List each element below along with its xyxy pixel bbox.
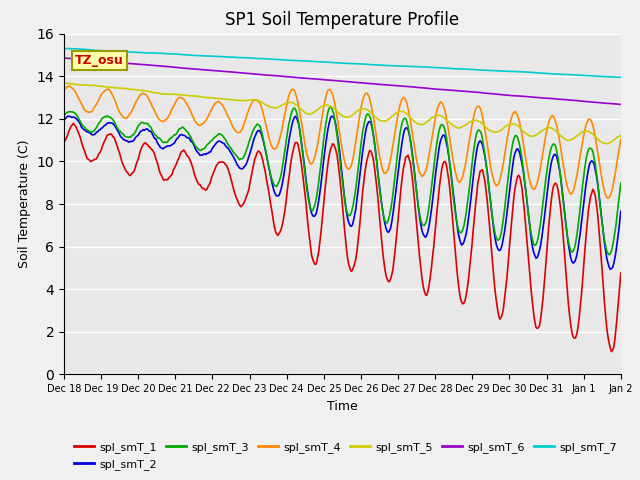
spl_smT_2 [470, 165, 478, 170]
spl_smT_5 [295, 104, 303, 110]
spl_smT_2 [399, 132, 407, 137]
Title: SP1 Soil Temperature Profile: SP1 Soil Temperature Profile [225, 11, 460, 29]
spl_smT_3 [567, 248, 575, 254]
spl_smT_3 [617, 180, 625, 186]
spl_smT_1 [373, 183, 381, 189]
spl_smT_3 [60, 112, 68, 118]
spl_smT_4 [399, 95, 407, 100]
spl_smT_1 [617, 270, 625, 276]
spl_smT_2 [234, 163, 242, 169]
spl_smT_1 [60, 139, 68, 145]
spl_smT_2 [617, 208, 625, 214]
spl_smT_7 [234, 55, 241, 60]
spl_smT_3 [234, 154, 241, 159]
spl_smT_1 [470, 216, 478, 221]
spl_smT_4 [65, 84, 72, 89]
spl_smT_6 [234, 70, 241, 75]
spl_smT_5 [234, 97, 241, 103]
spl_smT_7 [617, 74, 625, 80]
spl_smT_1 [567, 323, 575, 328]
spl_smT_2 [567, 255, 575, 261]
spl_smT_4 [234, 130, 242, 135]
Line: spl_smT_4: spl_smT_4 [64, 86, 621, 198]
spl_smT_2 [63, 113, 71, 119]
spl_smT_7 [566, 72, 573, 77]
X-axis label: Time: Time [327, 400, 358, 413]
spl_smT_2 [373, 158, 381, 164]
spl_smT_1 [296, 152, 304, 157]
spl_smT_1 [70, 120, 77, 126]
spl_smT_6 [399, 83, 406, 89]
spl_smT_3 [605, 252, 613, 258]
spl_smT_1 [607, 349, 615, 355]
spl_smT_4 [373, 136, 381, 142]
spl_smT_7 [372, 62, 380, 68]
spl_smT_6 [60, 55, 68, 61]
spl_smT_6 [566, 97, 573, 103]
spl_smT_7 [60, 46, 68, 51]
spl_smT_4 [604, 195, 612, 201]
Line: spl_smT_7: spl_smT_7 [64, 48, 621, 77]
spl_smT_3 [373, 160, 381, 166]
spl_smT_5 [372, 114, 380, 120]
spl_smT_4 [296, 110, 304, 116]
spl_smT_7 [469, 67, 477, 72]
Line: spl_smT_1: spl_smT_1 [64, 123, 621, 352]
spl_smT_2 [607, 266, 614, 272]
spl_smT_7 [295, 58, 303, 64]
spl_smT_4 [617, 137, 625, 143]
spl_smT_6 [372, 81, 380, 87]
Line: spl_smT_2: spl_smT_2 [64, 116, 621, 269]
spl_smT_4 [470, 111, 478, 117]
spl_smT_4 [567, 191, 575, 197]
spl_smT_5 [566, 137, 573, 143]
Y-axis label: Soil Temperature (C): Soil Temperature (C) [18, 140, 31, 268]
Line: spl_smT_6: spl_smT_6 [64, 58, 621, 105]
Line: spl_smT_3: spl_smT_3 [64, 107, 621, 255]
spl_smT_2 [60, 118, 68, 123]
spl_smT_5 [617, 132, 625, 138]
spl_smT_5 [469, 118, 477, 123]
Text: TZ_osu: TZ_osu [75, 54, 124, 67]
spl_smT_3 [399, 117, 407, 122]
spl_smT_7 [399, 63, 406, 69]
spl_smT_5 [603, 141, 611, 146]
spl_smT_6 [469, 89, 477, 95]
spl_smT_5 [399, 108, 406, 114]
spl_smT_5 [60, 80, 68, 86]
spl_smT_3 [470, 143, 478, 149]
spl_smT_3 [328, 104, 335, 110]
Line: spl_smT_5: spl_smT_5 [64, 83, 621, 144]
spl_smT_6 [295, 75, 303, 81]
spl_smT_1 [399, 165, 407, 171]
spl_smT_6 [617, 102, 625, 108]
spl_smT_3 [295, 120, 303, 126]
spl_smT_4 [60, 87, 68, 93]
spl_smT_1 [234, 200, 242, 205]
Legend: spl_smT_1, spl_smT_2, spl_smT_3, spl_smT_4, spl_smT_5, spl_smT_6, spl_smT_7: spl_smT_1, spl_smT_2, spl_smT_3, spl_smT… [70, 438, 621, 474]
spl_smT_2 [296, 128, 304, 134]
